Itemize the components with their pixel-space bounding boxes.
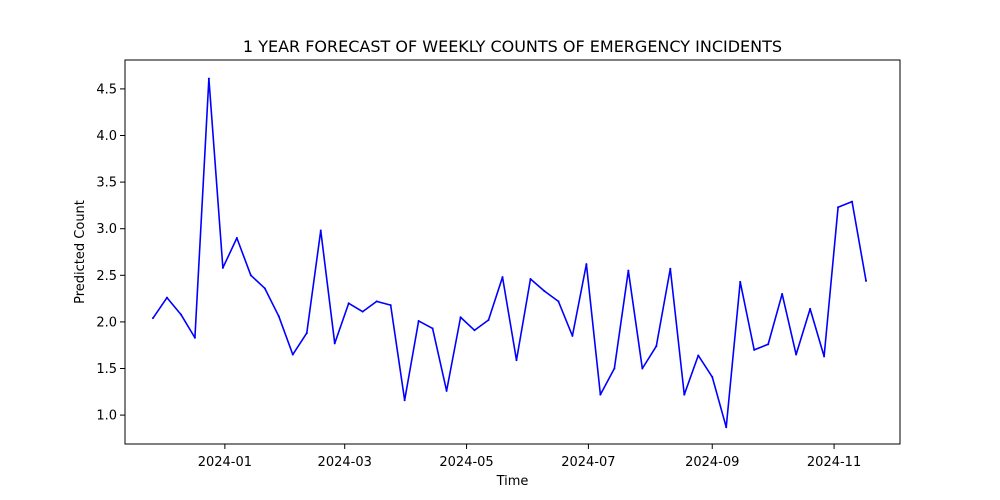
data-point [179,313,182,316]
y-tick-label: 1.5 [96,362,117,377]
data-point [333,342,336,345]
data-point [585,263,588,266]
data-point [403,399,406,402]
data-point [795,353,798,356]
data-point [459,316,462,319]
data-point [291,353,294,356]
data-point [235,237,238,240]
y-tick-label: 3.5 [96,176,117,191]
data-point [501,276,504,279]
data-point [697,354,700,357]
data-point [711,375,714,378]
data-point [655,345,658,348]
y-tick-label: 4.5 [96,82,117,97]
data-point [739,280,742,283]
data-point [851,200,854,203]
data-point [837,206,840,209]
y-tick-label: 2.0 [96,315,117,330]
data-point [529,278,532,281]
data-point [809,307,812,310]
data-point [221,266,224,269]
data-point [445,389,448,392]
x-tick-label: 2024-07 [561,455,615,470]
data-point [543,290,546,293]
x-tick-label: 2024-03 [318,455,372,470]
data-point [725,426,728,429]
data-point [781,292,784,295]
x-axis-label: Time [496,474,529,489]
x-tick-label: 2024-01 [198,455,252,470]
x-tick-label: 2024-11 [807,455,861,470]
x-tick-label: 2024-05 [439,455,493,470]
data-point [473,329,476,332]
data-point [207,77,210,80]
plot-area-frame [124,59,901,445]
data-point [627,269,630,272]
data-point [389,304,392,307]
data-point [515,359,518,362]
data-point [347,302,350,305]
x-tick-label: 2024-09 [685,455,739,470]
data-point [375,300,378,303]
data-point [193,336,196,339]
data-point [823,355,826,358]
data-point [753,348,756,351]
y-tick-label: 2.5 [96,269,117,284]
data-point [641,367,644,370]
series-line-0 [152,77,867,429]
chart-title: 1 YEAR FORECAST OF WEEKLY COUNTS OF EMER… [243,37,782,56]
data-point [263,287,266,290]
data-point [277,315,280,318]
data-point [865,279,868,282]
y-tick-label: 1.0 [96,409,117,424]
y-tick-label: 4.0 [96,129,117,144]
data-point [165,296,168,299]
y-tick-label: 3.0 [96,222,117,237]
data-point [305,332,308,335]
data-point [613,367,616,370]
data-point [683,393,686,396]
data-point [557,300,560,303]
data-point [319,229,322,232]
data-point [417,319,420,322]
data-point [361,310,364,313]
data-point [249,274,252,277]
axis-ticks: 2024-01 2024-03 2024-05 2024-07 2024-09 2024-… [96,82,861,470]
data-point [151,317,154,320]
data-point [669,267,672,270]
data-point [767,343,770,346]
data-point [431,327,434,330]
data-point [571,334,574,337]
data-point [599,393,602,396]
series-layer [151,77,868,429]
y-axis-label: Predicted Count [73,200,88,304]
data-point [487,319,490,322]
